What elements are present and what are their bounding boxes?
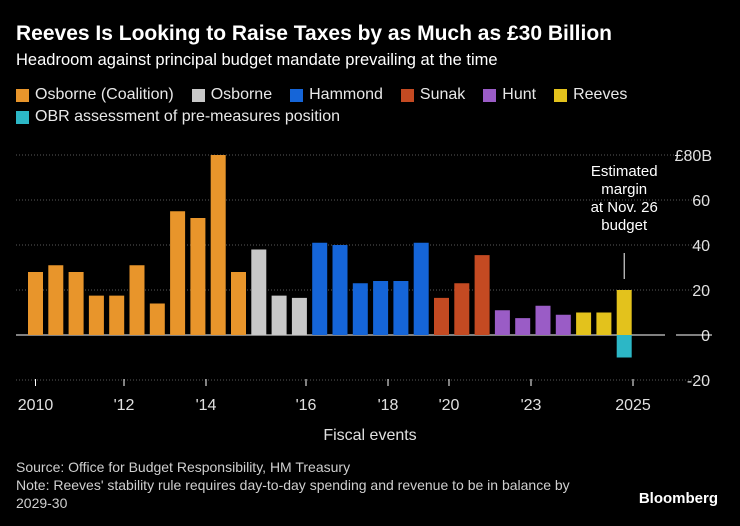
bar xyxy=(555,314,571,335)
x-tick-label: '16 xyxy=(296,397,317,414)
bar xyxy=(68,272,84,335)
legend-swatch-sunak xyxy=(400,88,414,102)
bar xyxy=(434,297,449,335)
legend-item-obr: OBR assessment of pre-measures position xyxy=(16,108,340,126)
legend-swatch-reeves xyxy=(554,88,568,102)
annotation-line: Estimated xyxy=(591,163,658,180)
bar xyxy=(170,211,186,335)
x-tick-label: 2025 xyxy=(615,397,651,414)
legend-swatch-osborne xyxy=(191,88,205,102)
legend-label: Hammond xyxy=(309,86,383,103)
footer-notes: Source: Office for Budget Responsibility… xyxy=(16,458,596,512)
bar xyxy=(596,312,612,335)
bar xyxy=(109,295,125,335)
x-tick-label: '18 xyxy=(378,397,399,414)
bar xyxy=(616,290,632,335)
annotation-line: budget xyxy=(601,217,648,234)
source-text: Source: Office for Budget Responsibility… xyxy=(16,459,351,475)
legend-swatch-hunt xyxy=(483,88,497,102)
bar xyxy=(494,310,510,335)
legend-item-hammond: Hammond xyxy=(290,86,383,104)
bar xyxy=(474,255,490,335)
bar xyxy=(616,335,632,358)
legend-label: Hunt xyxy=(502,86,537,103)
bar xyxy=(210,155,226,335)
x-tick-label: '23 xyxy=(521,397,542,414)
chart-subtitle: Headroom against principal budget mandat… xyxy=(16,51,498,69)
legend-item-reeves: Reeves xyxy=(554,86,627,104)
bar xyxy=(190,218,206,335)
legend-row-1: Osborne (Coalition) Osborne Hammond Suna… xyxy=(16,84,716,106)
legend-swatch-osborne-coalition xyxy=(16,88,29,102)
legend-swatch-obr xyxy=(16,110,29,124)
bar xyxy=(88,295,104,335)
bar xyxy=(149,303,165,335)
legend: Osborne (Coalition) Osborne Hammond Suna… xyxy=(16,84,716,128)
legend-row-2: OBR assessment of pre-measures position xyxy=(16,106,716,128)
annotation-line: margin xyxy=(601,181,647,198)
bar xyxy=(129,265,145,335)
bar xyxy=(352,283,368,335)
bar xyxy=(535,305,551,335)
legend-label: OBR assessment of pre-measures position xyxy=(35,108,341,125)
bar xyxy=(373,281,389,335)
y-tick-label: 60 xyxy=(692,193,710,210)
legend-item-sunak: Sunak xyxy=(400,86,466,104)
y-tick-label: 0 xyxy=(701,328,710,345)
bar xyxy=(332,245,348,335)
y-tick-label: 40 xyxy=(692,238,710,255)
annotation-text: Estimated margin at Nov. 26 budget xyxy=(591,163,658,234)
bar xyxy=(251,249,267,335)
note-text: Note: Reeves' stability rule requires da… xyxy=(16,477,570,511)
legend-label: Reeves xyxy=(573,86,628,103)
bar xyxy=(231,272,246,335)
legend-label: Sunak xyxy=(419,86,466,103)
y-tick-label: -20 xyxy=(687,373,710,390)
bar xyxy=(393,281,409,335)
chart-title: Reeves Is Looking to Raise Taxes by as M… xyxy=(16,22,612,45)
bar xyxy=(28,272,43,335)
x-tick-label: '12 xyxy=(114,397,135,414)
y-tick-label: 20 xyxy=(692,283,710,300)
bar xyxy=(291,297,307,335)
x-tick-label: '20 xyxy=(439,397,460,414)
legend-item-hunt: Hunt xyxy=(483,86,536,104)
annotation-line: at Nov. 26 xyxy=(591,199,658,216)
legend-item-osborne: Osborne xyxy=(191,86,273,104)
x-tick-label: '14 xyxy=(196,397,217,414)
x-tick-label: 2010 xyxy=(18,397,54,414)
bar xyxy=(515,318,531,335)
bar xyxy=(48,265,64,335)
legend-swatch-hammond xyxy=(290,88,304,102)
bar xyxy=(312,242,328,335)
bar xyxy=(576,312,592,335)
bar xyxy=(271,295,287,335)
legend-label: Osborne xyxy=(210,86,273,103)
legend-item-osborne-coalition: Osborne (Coalition) xyxy=(16,86,174,104)
x-axis-title: Fiscal events xyxy=(323,427,416,444)
legend-label: Osborne (Coalition) xyxy=(35,86,174,103)
bloomberg-logo: Bloomberg xyxy=(638,490,718,507)
bar xyxy=(454,283,470,335)
bar xyxy=(413,242,429,335)
y-unit-label: £80B xyxy=(675,148,712,165)
